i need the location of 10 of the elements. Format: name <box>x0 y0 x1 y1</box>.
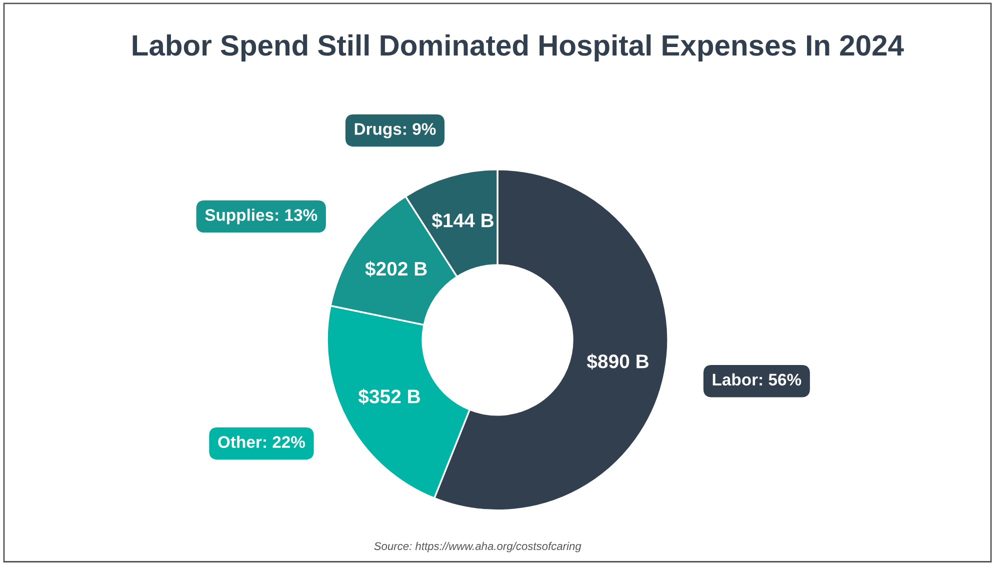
data-label: $352 B <box>358 388 420 405</box>
slice-label: Supplies: 13% <box>205 208 318 224</box>
slice-label: Labor: 56% <box>712 373 802 386</box>
chart-title: Labor Spend Still Dominated Hospital Expenses In 2024 <box>132 34 904 62</box>
source-note: Source: https://www.aha.org/costsofcaring <box>374 542 582 552</box>
slice-label: Drugs: 9% <box>354 123 436 138</box>
slice-label: Other: 22% <box>218 436 306 448</box>
data-label: $144 B <box>432 212 494 229</box>
data-label: $202 B <box>365 261 427 277</box>
data-label: $890 B <box>586 354 648 370</box>
